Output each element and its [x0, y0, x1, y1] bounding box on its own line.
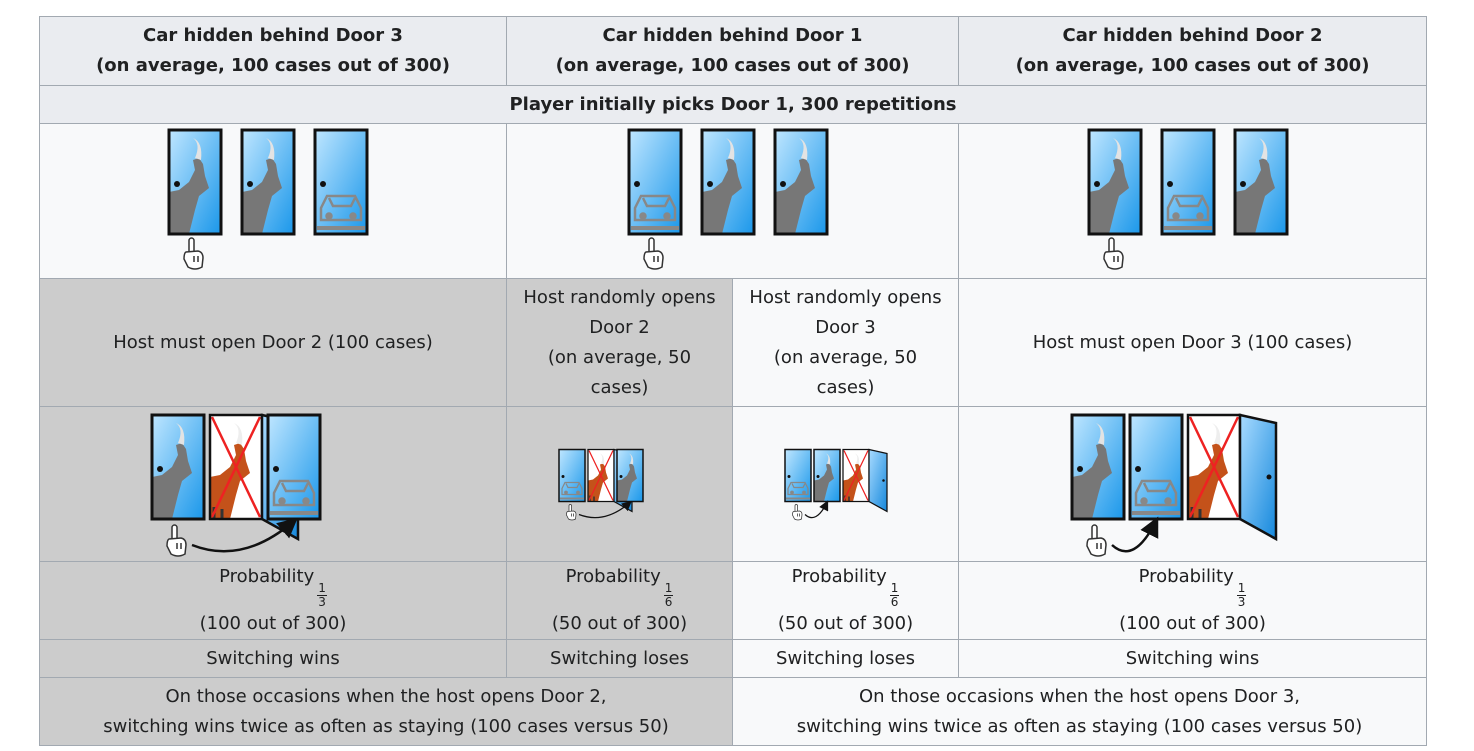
probability-cell-4: Probability 1 3 (100 out of 300)	[958, 561, 1428, 640]
summary-door-3: On those occasions when the host opens D…	[731, 677, 1428, 746]
probability-cell-3: Probability 1 6 (50 out of 300)	[731, 561, 960, 640]
after-scene-4	[958, 406, 1428, 562]
after-scene-2	[506, 406, 733, 562]
after-scene-3	[731, 406, 960, 562]
monty-hall-table: Car hidden behind Door 3 (on average, 100…	[38, 16, 1428, 746]
initial-doors-illustration	[167, 128, 369, 270]
initial-scene-col1	[39, 123, 507, 279]
host-action-2: Host randomly opens Door 2 (on average, 50…	[506, 278, 733, 407]
summary-door-2: On those occasions when the host opens D…	[39, 677, 733, 746]
probability-cell-2: Probability 1 6 (50 out of 300)	[506, 561, 733, 640]
after-scene-1	[39, 406, 507, 562]
host-opens-illustration	[1070, 413, 1277, 557]
probability-cell-1: Probability 1 3 (100 out of 300)	[39, 561, 507, 640]
header-car-door-2: Car hidden behind Door 2 (on average, 100…	[958, 16, 1428, 86]
initial-doors-illustration	[627, 128, 828, 270]
host-opens-illustration	[558, 448, 644, 521]
host-opens-illustration	[150, 413, 322, 557]
host-action-3: Host randomly opens Door 3 (on average, 50…	[731, 278, 960, 407]
initial-scene-col3	[958, 123, 1428, 279]
outcome-3: Switching loses	[731, 639, 960, 678]
host-action-4: Host must open Door 3 (100 cases)	[958, 278, 1428, 407]
initial-doors-illustration	[1087, 128, 1289, 270]
subheader: Player initially picks Door 1, 300 repet…	[38, 85, 1428, 124]
outcome-1: Switching wins	[39, 639, 507, 678]
host-opens-illustration	[784, 448, 888, 521]
outcome-2: Switching loses	[506, 639, 733, 678]
host-action-1: Host must open Door 2 (100 cases)	[39, 278, 507, 407]
initial-scene-col2	[505, 123, 960, 279]
header-car-door-3: Car hidden behind Door 3 (on average, 100…	[39, 16, 507, 86]
outcome-4: Switching wins	[958, 639, 1428, 678]
header-car-door-1: Car hidden behind Door 1 (on average, 100…	[505, 16, 960, 86]
